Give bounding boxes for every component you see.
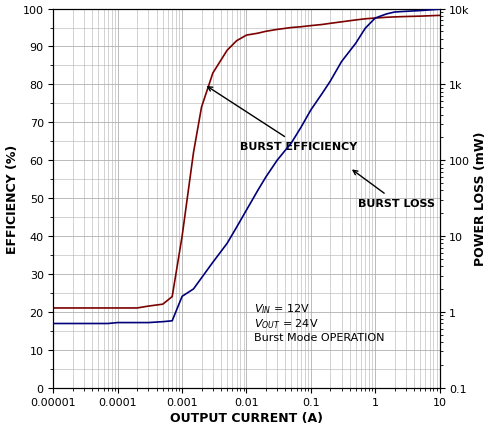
Text: $V_{IN}$ = 12V
$V_{OUT}$ = 24V
Burst Mode OPERATION: $V_{IN}$ = 12V $V_{OUT}$ = 24V Burst Mod… xyxy=(254,301,385,342)
Y-axis label: POWER LOSS (mW): POWER LOSS (mW) xyxy=(474,132,488,266)
Text: BURST LOSS: BURST LOSS xyxy=(353,171,435,208)
X-axis label: OUTPUT CURRENT (A): OUTPUT CURRENT (A) xyxy=(170,412,323,424)
Text: BURST EFFICIENCY: BURST EFFICIENCY xyxy=(208,88,357,151)
Y-axis label: EFFICIENCY (%): EFFICIENCY (%) xyxy=(5,144,19,253)
